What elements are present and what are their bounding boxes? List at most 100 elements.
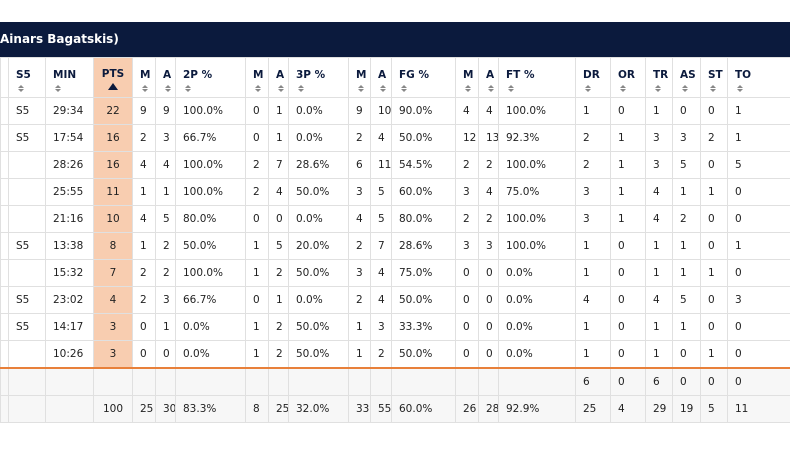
player-row: S5 17:54 16 2 3 66.7% 0 1 0.0% 2 4 50.0% 12 13 92.3% 2 1… [0, 124, 790, 152]
stat-cell: 2 [268, 259, 289, 287]
column-header[interactable]: M [455, 57, 479, 98]
column-header[interactable]: M [348, 57, 371, 98]
stat-cell: 10:26 [45, 340, 94, 369]
column-header[interactable]: A [370, 57, 392, 98]
stat-cell: 5 [727, 151, 790, 179]
stat-cell: 50.0% [288, 340, 349, 369]
column-header[interactable]: TO [727, 57, 790, 98]
sort-icon [620, 85, 626, 92]
header-label: PTS [101, 67, 125, 80]
stat-cell [8, 205, 46, 233]
stat-cell: 1 [575, 340, 611, 369]
stat-cell: 1 [610, 124, 646, 152]
column-header[interactable]: ST [700, 57, 728, 98]
stat-cell: 4 [132, 151, 156, 179]
spacer-cell [0, 286, 9, 314]
stat-cell: 0 [455, 286, 479, 314]
stat-cell [175, 367, 246, 396]
stat-cell: 0.0% [288, 97, 349, 125]
column-header[interactable]: 3P % [288, 57, 349, 98]
stat-cell: 9 [155, 97, 176, 125]
stat-cell: 0 [478, 340, 499, 369]
stat-cell: 3 [575, 205, 611, 233]
header-label: ST [708, 69, 723, 81]
stat-cell: 0 [245, 124, 269, 152]
sort-icon [255, 85, 261, 92]
stat-cell: 9 [132, 97, 156, 125]
stat-cell [8, 367, 46, 396]
column-header[interactable]: S5 [8, 57, 46, 98]
stat-cell: 1 [268, 286, 289, 314]
header-label: S5 [16, 69, 31, 81]
stat-cell: 25 [132, 395, 156, 423]
stat-cell: 2 [132, 259, 156, 287]
stat-cell: 2 [132, 124, 156, 152]
column-header[interactable]: M [245, 57, 269, 98]
stat-cell: 0 [132, 340, 156, 369]
stat-cell: 50.0% [175, 232, 246, 260]
stat-cell: 5 [700, 395, 728, 423]
player-row: S5 13:38 8 1 2 50.0% 1 5 20.0% 2 7 28.6% 3 3 100.0% 1 0 1… [0, 232, 790, 260]
stat-cell: 4 [610, 395, 646, 423]
stat-cell: 3 [348, 259, 371, 287]
stat-cell: 5 [672, 286, 701, 314]
spacer-cell [0, 151, 9, 179]
stat-cell: S5 [8, 286, 46, 314]
stat-cell: 28.6% [391, 232, 456, 260]
stat-cell: 0 [700, 232, 728, 260]
column-header[interactable]: M [132, 57, 156, 98]
stat-cell: 2 [348, 124, 371, 152]
stat-cell [455, 367, 479, 396]
stat-cell: 28 [478, 395, 499, 423]
stat-cell: 100.0% [498, 232, 576, 260]
stat-cell: 55 [370, 395, 392, 423]
stat-cell: 1 [155, 178, 176, 206]
stat-cell: 32.0% [288, 395, 349, 423]
stat-cell: 0.0% [288, 124, 349, 152]
stat-cell: 50.0% [288, 259, 349, 287]
spacer-cell [0, 97, 9, 125]
stat-cell: 100.0% [498, 205, 576, 233]
stat-cell [370, 367, 392, 396]
stat-cell: 0 [155, 340, 176, 369]
player-row: S5 29:34 22 9 9 100.0% 0 1 0.0% 9 10 90.0% 4 4 100.0% 1… [0, 97, 790, 125]
stat-cell: 80.0% [175, 205, 246, 233]
stat-cell [45, 395, 94, 423]
stat-cell: 0 [610, 232, 646, 260]
spacer-cell [0, 259, 9, 287]
column-header[interactable]: OR [610, 57, 646, 98]
column-header[interactable]: AS [672, 57, 701, 98]
stats-table: S5 MIN PTS M A 2P % M A 3P % M A FG % M A FT % DR OR TR AS… [0, 57, 790, 423]
stat-cell: 3 [348, 178, 371, 206]
column-header[interactable]: A [155, 57, 176, 98]
column-header[interactable]: TR [645, 57, 673, 98]
column-header[interactable]: 2P % [175, 57, 246, 98]
stat-cell: 0 [610, 97, 646, 125]
stat-cell: 50.0% [288, 313, 349, 341]
stat-cell: 0 [727, 259, 790, 287]
column-header[interactable]: A [268, 57, 289, 98]
header-label: M [140, 69, 151, 81]
spacer-cell [0, 367, 9, 396]
column-header[interactable]: DR [575, 57, 611, 98]
column-header[interactable]: MIN [45, 57, 94, 98]
stat-cell: 0 [268, 205, 289, 233]
stat-cell: 12 [455, 124, 479, 152]
stat-cell: 100.0% [175, 178, 246, 206]
stat-cell: 4 [93, 286, 133, 314]
stat-cell [45, 367, 94, 396]
stat-cell: 3 [93, 340, 133, 369]
sort-icon [508, 85, 514, 92]
stat-cell: 5 [370, 178, 392, 206]
sort-icon [165, 85, 171, 92]
stat-cell: 9 [348, 97, 371, 125]
column-header[interactable]: FT % [498, 57, 576, 98]
stat-cell: 100.0% [498, 151, 576, 179]
column-header[interactable]: FG % [391, 57, 456, 98]
stat-cell: 4 [645, 286, 673, 314]
header-label: A [486, 69, 495, 81]
column-header[interactable]: A [478, 57, 499, 98]
column-header[interactable]: PTS [93, 57, 133, 98]
sort-icon [737, 85, 743, 92]
stat-cell: 1 [575, 313, 611, 341]
